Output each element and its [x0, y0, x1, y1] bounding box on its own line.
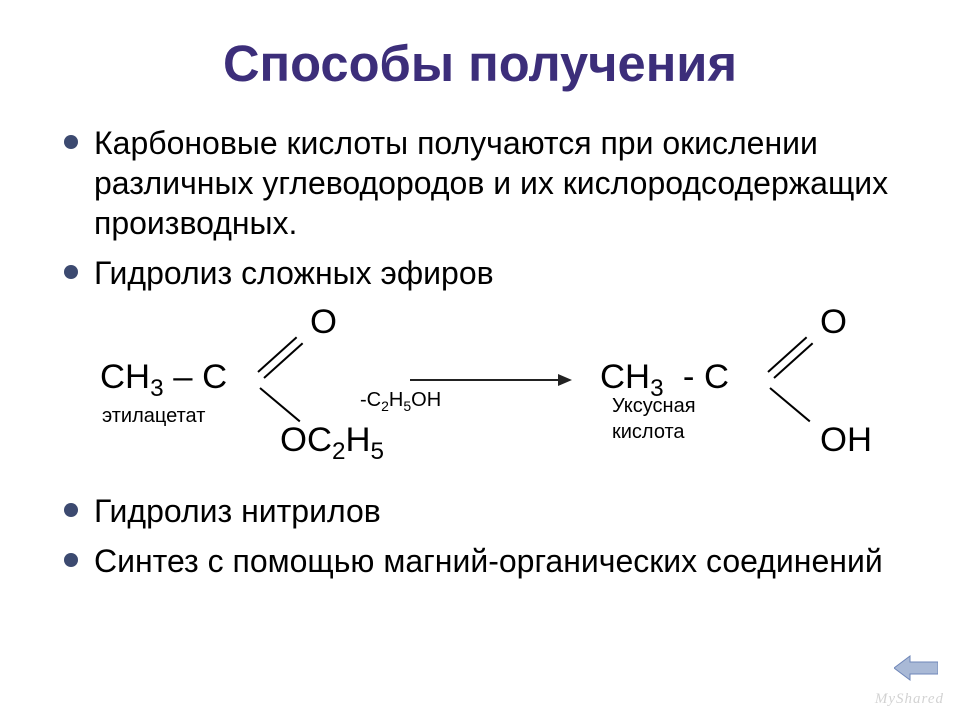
list-item: Гидролиз нитрилов — [60, 491, 900, 531]
slide: Способы получения Карбоновые кислоты пол… — [0, 0, 960, 720]
left-name: этилацетат — [102, 405, 205, 428]
bullet-list: Карбоновые кислоты получаются при окисле… — [60, 123, 900, 293]
back-arrow-icon[interactable] — [894, 654, 938, 682]
arrow-label: -C2H5OH — [360, 389, 441, 412]
right-core: CH3 - C — [600, 358, 729, 397]
bullet-list-2: Гидролиз нитрилов Синтез с помощью магни… — [60, 491, 900, 581]
arrow-head-icon — [558, 374, 572, 386]
reaction-arrow — [410, 379, 560, 381]
list-item: Карбоновые кислоты получаются при окисле… — [60, 123, 900, 243]
right-name-2: кислота — [612, 421, 685, 444]
left-core: CH3 – C — [100, 358, 227, 397]
reaction-diagram: O CH3 – C OC2H5 этилацетат -C2H5OH O CH3… — [60, 303, 900, 483]
right-bottom: OH — [820, 421, 872, 460]
watermark: MyShared — [875, 691, 944, 708]
right-name-1: Уксусная — [612, 395, 696, 418]
left-bottom: OC2H5 — [280, 421, 384, 460]
list-item: Гидролиз сложных эфиров — [60, 253, 900, 293]
left-O: O — [310, 303, 337, 342]
list-item: Синтез с помощью магний-органических сое… — [60, 541, 900, 581]
right-O: O — [820, 303, 847, 342]
page-title: Способы получения — [60, 34, 900, 93]
